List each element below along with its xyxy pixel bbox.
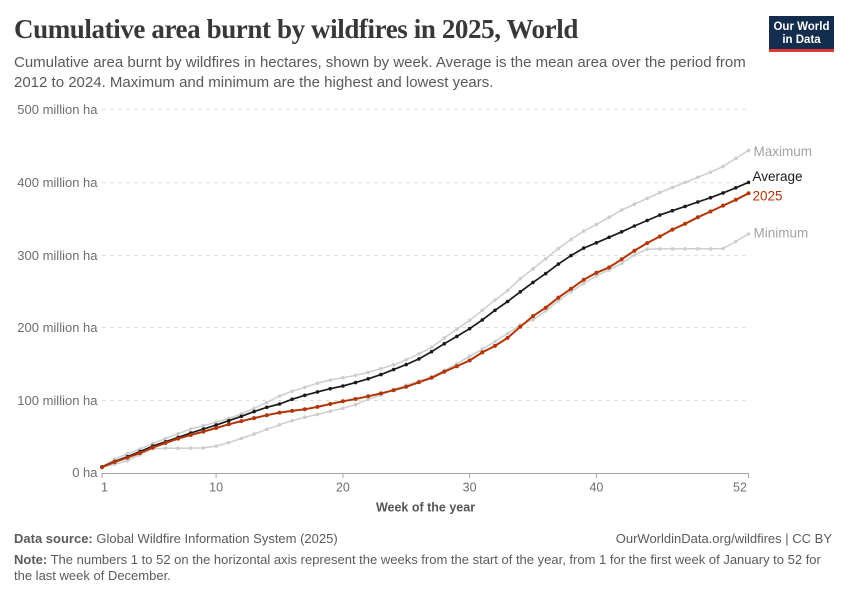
svg-text:0 ha: 0 ha <box>72 465 98 480</box>
svg-text:Average: Average <box>753 169 803 184</box>
svg-text:100 million ha: 100 million ha <box>17 393 98 408</box>
svg-text:30: 30 <box>463 481 477 495</box>
svg-text:Minimum: Minimum <box>754 226 809 241</box>
svg-text:200 million ha: 200 million ha <box>17 320 98 335</box>
svg-text:300 million ha: 300 million ha <box>17 248 98 263</box>
svg-text:52: 52 <box>733 481 747 495</box>
svg-text:500 million ha: 500 million ha <box>17 102 98 117</box>
svg-text:2025: 2025 <box>753 189 783 204</box>
svg-text:40: 40 <box>589 481 603 495</box>
svg-text:400 million ha: 400 million ha <box>17 175 98 190</box>
svg-text:10: 10 <box>209 481 223 495</box>
svg-text:Week of the year: Week of the year <box>376 501 475 515</box>
svg-text:Maximum: Maximum <box>754 144 813 159</box>
svg-text:20: 20 <box>336 481 350 495</box>
svg-text:1: 1 <box>101 481 108 495</box>
